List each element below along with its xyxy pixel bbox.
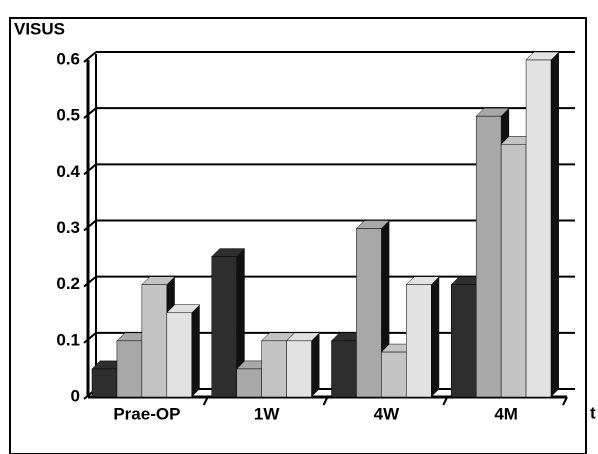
y-tick-label: 0.4 bbox=[56, 162, 80, 181]
y-tick bbox=[83, 163, 97, 176]
x-tick-label: Prae-OP bbox=[113, 404, 180, 423]
y-tick bbox=[83, 332, 97, 344]
y-tick bbox=[83, 275, 97, 288]
bar bbox=[236, 368, 262, 398]
x-tick bbox=[322, 396, 329, 406]
bar bbox=[141, 284, 168, 398]
y-axis-label: VISUS bbox=[14, 19, 65, 38]
bar-side bbox=[311, 332, 320, 397]
bar-side bbox=[431, 276, 440, 397]
x-tick bbox=[442, 396, 449, 406]
x-tick bbox=[202, 396, 209, 406]
bar bbox=[331, 340, 357, 398]
bar bbox=[116, 340, 143, 398]
bar bbox=[525, 59, 552, 398]
y-tick-label: 0 bbox=[71, 386, 80, 405]
y-tick-label: 0.6 bbox=[56, 49, 80, 68]
x-tick-label: 4W bbox=[374, 404, 400, 423]
bar bbox=[475, 115, 502, 398]
y-tick-label: 0.5 bbox=[56, 106, 80, 125]
bar-side bbox=[236, 248, 245, 397]
y-tick bbox=[83, 219, 97, 232]
y-tick-label: 0.3 bbox=[56, 218, 80, 237]
bar bbox=[500, 144, 527, 398]
bar-side bbox=[551, 52, 559, 397]
bar bbox=[91, 368, 118, 398]
bar bbox=[286, 340, 312, 398]
bar bbox=[451, 284, 477, 398]
bar-side bbox=[191, 304, 200, 397]
bar bbox=[381, 351, 407, 398]
bar bbox=[211, 256, 237, 398]
y-tick bbox=[83, 51, 97, 63]
frame bbox=[9, 17, 587, 454]
x-tick bbox=[562, 396, 568, 406]
x-axis-label: t bbox=[590, 403, 596, 422]
bar bbox=[406, 284, 432, 398]
y-tick-label: 0.1 bbox=[56, 330, 80, 349]
bar bbox=[166, 312, 192, 398]
bar bbox=[261, 340, 287, 398]
y-tick bbox=[83, 107, 97, 119]
y-tick-label: 0.2 bbox=[56, 274, 80, 293]
x-tick-label: 4M bbox=[494, 404, 518, 423]
x-tick-label: 1W bbox=[254, 404, 280, 423]
bar bbox=[356, 228, 382, 398]
